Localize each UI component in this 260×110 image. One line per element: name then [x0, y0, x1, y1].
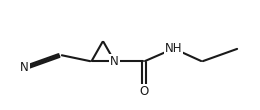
Text: NH: NH — [165, 42, 183, 55]
Text: O: O — [140, 85, 149, 98]
Text: N: N — [110, 55, 119, 68]
Text: N: N — [20, 61, 29, 74]
